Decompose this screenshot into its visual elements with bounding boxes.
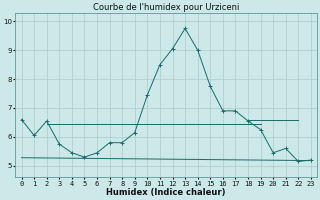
Title: Courbe de l'humidex pour Urziceni: Courbe de l'humidex pour Urziceni (93, 3, 239, 12)
X-axis label: Humidex (Indice chaleur): Humidex (Indice chaleur) (107, 188, 226, 197)
